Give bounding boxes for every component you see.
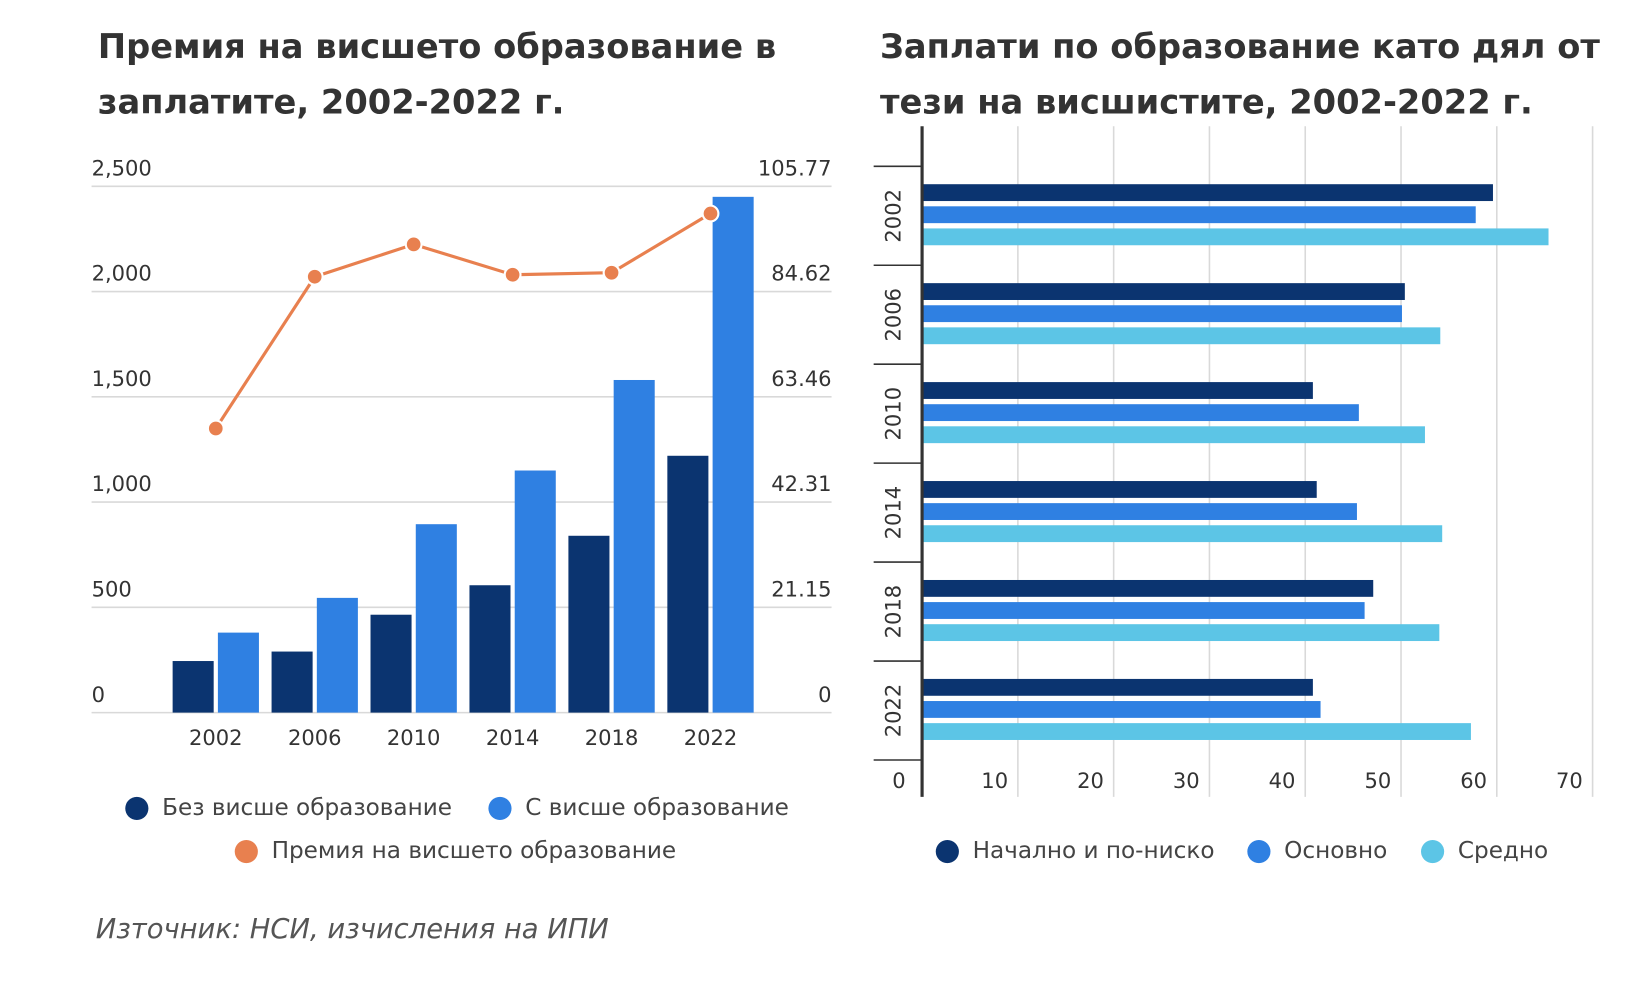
- y-tick-label: 2010: [881, 387, 906, 441]
- legend-marker: [488, 796, 512, 820]
- line-point: [206, 419, 225, 438]
- legend-label: С висше образование: [525, 795, 789, 821]
- bar: [922, 579, 1374, 597]
- x-tick-label: 2014: [486, 725, 540, 750]
- line-point: [404, 235, 423, 254]
- y-tick-label: 2002: [881, 189, 906, 243]
- legend-label: Основно: [1284, 838, 1387, 864]
- y-tick-label: 1,500: [92, 366, 152, 391]
- x-tick-label: 2002: [189, 725, 243, 750]
- y-tick-label: 2,000: [92, 261, 152, 286]
- bar: [415, 524, 457, 713]
- legend-marker: [234, 839, 258, 864]
- y2-tick-label: 42.31: [771, 471, 831, 496]
- bar: [469, 585, 511, 713]
- line-point: [701, 204, 720, 223]
- x-tick-label: 2006: [288, 725, 342, 750]
- bar: [370, 614, 412, 713]
- bar: [922, 525, 1443, 543]
- x-tick-label: 10: [981, 768, 1008, 793]
- bar: [922, 305, 1402, 323]
- legend-label: Без висше образование: [162, 795, 452, 821]
- x-tick-label: 2022: [684, 725, 738, 750]
- legend-marker: [1247, 839, 1271, 864]
- line-point: [305, 267, 324, 286]
- x-tick-label: 70: [1556, 768, 1583, 793]
- bar: [922, 426, 1425, 444]
- bar: [922, 723, 1471, 740]
- source-note: Източник: НСИ, изчисления на ИПИ: [95, 913, 609, 946]
- y2-tick-label: 21.15: [771, 577, 831, 602]
- x-tick-label: 60: [1460, 768, 1487, 793]
- chart-title: Премия на висшето образование в заплатит…: [97, 26, 777, 123]
- bar: [922, 624, 1440, 642]
- y2-tick-label: 63.46: [771, 366, 831, 391]
- y-tick-label: 2014: [881, 486, 906, 540]
- y-tick-label: 2,500: [92, 155, 152, 180]
- legend-marker: [1421, 839, 1445, 864]
- bar: [922, 327, 1441, 345]
- y2-tick-label: 84.62: [771, 261, 831, 286]
- x-tick-label: 2018: [585, 725, 639, 750]
- bar: [922, 184, 1493, 202]
- bar: [922, 228, 1549, 246]
- bar: [667, 455, 709, 713]
- bar: [316, 597, 358, 713]
- y-tick-label: 2022: [881, 684, 906, 738]
- y2-tick-label: 105.77: [758, 155, 832, 180]
- line: [214, 212, 712, 430]
- bar: [514, 470, 556, 713]
- line-point: [602, 263, 621, 282]
- legend-label: Средно: [1458, 838, 1548, 864]
- bar: [613, 379, 655, 713]
- y-tick-label: 1,000: [92, 471, 152, 496]
- y2-tick-label: 0: [818, 682, 831, 707]
- x-tick-label: 40: [1269, 768, 1296, 793]
- bar: [922, 503, 1357, 520]
- y-tick-label: 2006: [881, 288, 906, 342]
- bar: [271, 651, 313, 713]
- x-tick-label: 0: [892, 768, 905, 793]
- y-tick-label: 0: [92, 682, 105, 707]
- x-tick-label: 30: [1173, 768, 1200, 793]
- bar: [922, 382, 1313, 399]
- legend-marker: [125, 796, 149, 820]
- y-tick-label: 2018: [881, 585, 906, 639]
- bar: [922, 481, 1317, 498]
- x-tick-label: 2010: [387, 725, 441, 750]
- bar: [922, 678, 1313, 696]
- line-point: [503, 265, 522, 284]
- bar: [922, 701, 1321, 718]
- x-tick-label: 20: [1077, 768, 1104, 793]
- bar: [922, 404, 1359, 422]
- bar: [922, 602, 1365, 619]
- y-tick-label: 500: [92, 577, 132, 602]
- legend-label: Начално и по-ниско: [973, 838, 1215, 864]
- chart-title: Заплати по образование като дял от тези …: [879, 26, 1600, 123]
- bar: [172, 661, 214, 713]
- legend-label: Премия на висшето образование: [272, 838, 677, 864]
- legend-marker: [935, 839, 959, 864]
- bar: [217, 632, 259, 713]
- bar: [922, 206, 1476, 224]
- bar: [922, 283, 1405, 300]
- bar: [568, 535, 610, 713]
- x-tick-label: 50: [1364, 768, 1391, 793]
- bar: [712, 196, 754, 713]
